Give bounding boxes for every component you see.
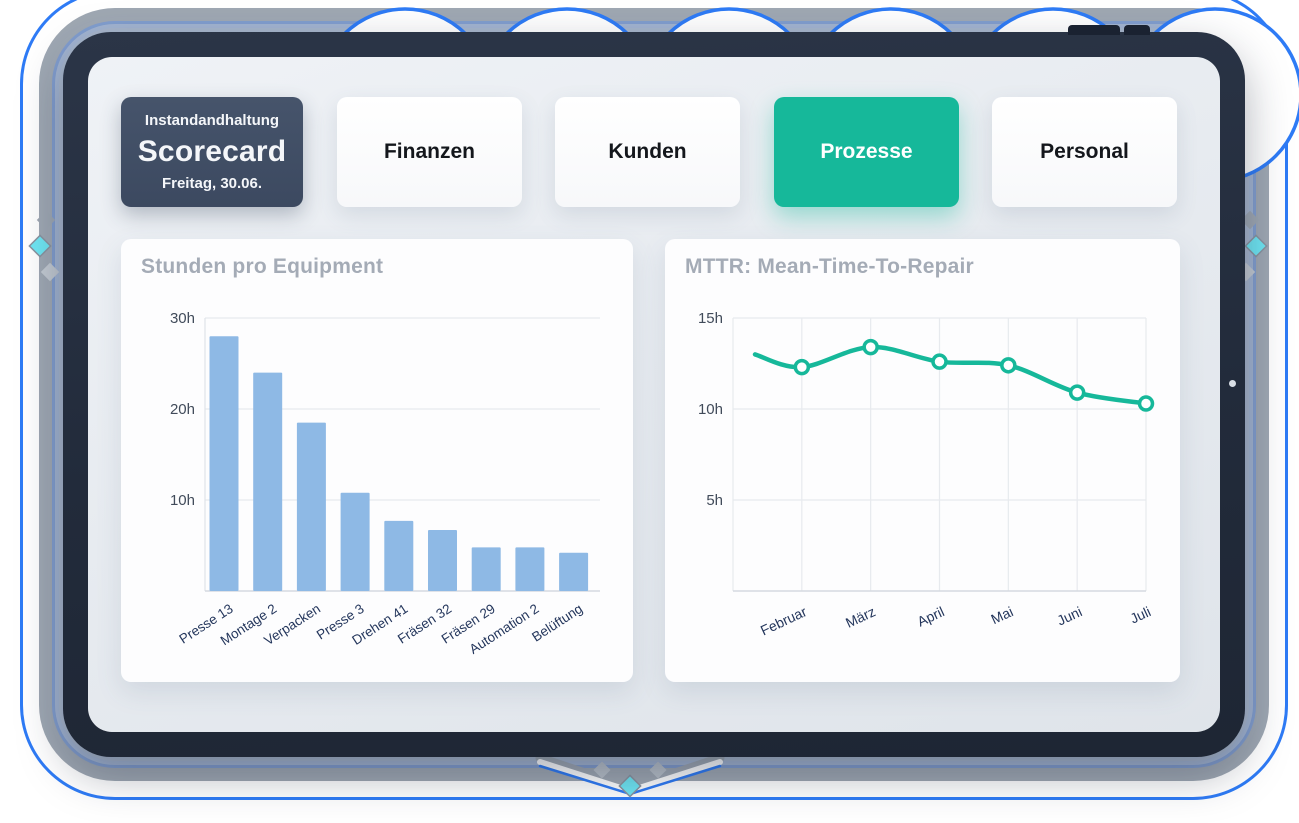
- bar-2: [296, 422, 326, 591]
- tablet-power-button: [1124, 25, 1150, 35]
- tablet-volume-button: [1068, 25, 1120, 35]
- bar-4: [384, 520, 414, 591]
- scorecard-header-card: Instandandhaltung Scorecard Freitag, 30.…: [121, 97, 303, 207]
- bar-chart-title: Stunden pro Equipment: [141, 255, 384, 278]
- x-month-label: Juli: [1127, 603, 1153, 626]
- bar-8: [559, 552, 589, 591]
- tab-personal[interactable]: Personal: [992, 97, 1177, 207]
- x-month-label: Februar: [758, 603, 809, 638]
- x-month-label: April: [915, 603, 947, 629]
- x-month-label: Juni: [1054, 603, 1084, 628]
- bar-chart-card: Stunden pro Equipment 30h 20h 10h Presse 13…: [121, 239, 633, 682]
- diamond-decoration: [1240, 210, 1260, 230]
- y-tick-label: 30h: [170, 310, 195, 327]
- mttr-line: [752, 344, 1149, 406]
- data-point-Mai: [1000, 357, 1017, 374]
- bar-5: [428, 530, 457, 591]
- y-tick-label: 5h: [706, 492, 723, 509]
- tablet-camera-icon: [1229, 380, 1236, 387]
- y-tick-label: 15h: [698, 310, 723, 327]
- diamond-decoration: [40, 262, 60, 282]
- diamond-decoration: [618, 774, 642, 798]
- tab-kunden[interactable]: Kunden: [555, 97, 740, 207]
- y-tick-label: 10h: [698, 401, 723, 418]
- tab-prozesse[interactable]: Prozesse: [774, 97, 959, 207]
- scorecard-subtitle: Instandandhaltung: [144, 112, 280, 129]
- bar-3: [340, 492, 370, 591]
- diamond-decoration: [649, 761, 667, 779]
- tab-prozesse-label: Prozesse: [820, 140, 913, 163]
- data-point-Februar: [793, 358, 811, 376]
- y-tick-label: 20h: [170, 401, 195, 418]
- data-point-Juli: [1137, 395, 1155, 412]
- x-month-label: März: [843, 603, 878, 631]
- data-point-März: [862, 338, 879, 356]
- x-category-label: Belüftung: [529, 601, 585, 645]
- tab-kunden-label: Kunden: [608, 140, 687, 163]
- tab-personal-label: Personal: [1040, 140, 1129, 163]
- diamond-decoration: [28, 234, 52, 258]
- line-chart-title: MTTR: Mean-Time-To-Repair: [685, 255, 974, 278]
- line-chart: 15h 10h 5h Februar März April Mai Juni Juli: [698, 310, 1155, 638]
- diamond-decoration: [36, 210, 56, 230]
- diamond-decoration: [593, 761, 611, 779]
- bar-6: [471, 547, 501, 591]
- scorecard-date: Freitag, 30.06.: [161, 175, 263, 192]
- bar-7: [515, 547, 545, 591]
- data-point-Juni: [1068, 384, 1086, 401]
- x-month-label: Mai: [988, 603, 1015, 627]
- tab-finanzen[interactable]: Finanzen: [337, 97, 522, 207]
- bar-1: [253, 372, 283, 591]
- tab-finanzen-label: Finanzen: [383, 140, 475, 163]
- diamond-decoration: [1244, 234, 1268, 258]
- tablet-frame: Instandandhaltung Scorecard Freitag, 30.…: [63, 25, 1245, 757]
- data-point-April: [931, 353, 948, 370]
- bar-0: [209, 336, 239, 591]
- y-tick-label: 10h: [170, 492, 195, 509]
- line-chart-card: MTTR: Mean-Time-To-Repair 15h 10h 5h Februa…: [665, 239, 1180, 682]
- dashboard-screen: Instandandhaltung Scorecard Freitag, 30.…: [88, 57, 1220, 732]
- scorecard-title: Scorecard: [137, 135, 287, 168]
